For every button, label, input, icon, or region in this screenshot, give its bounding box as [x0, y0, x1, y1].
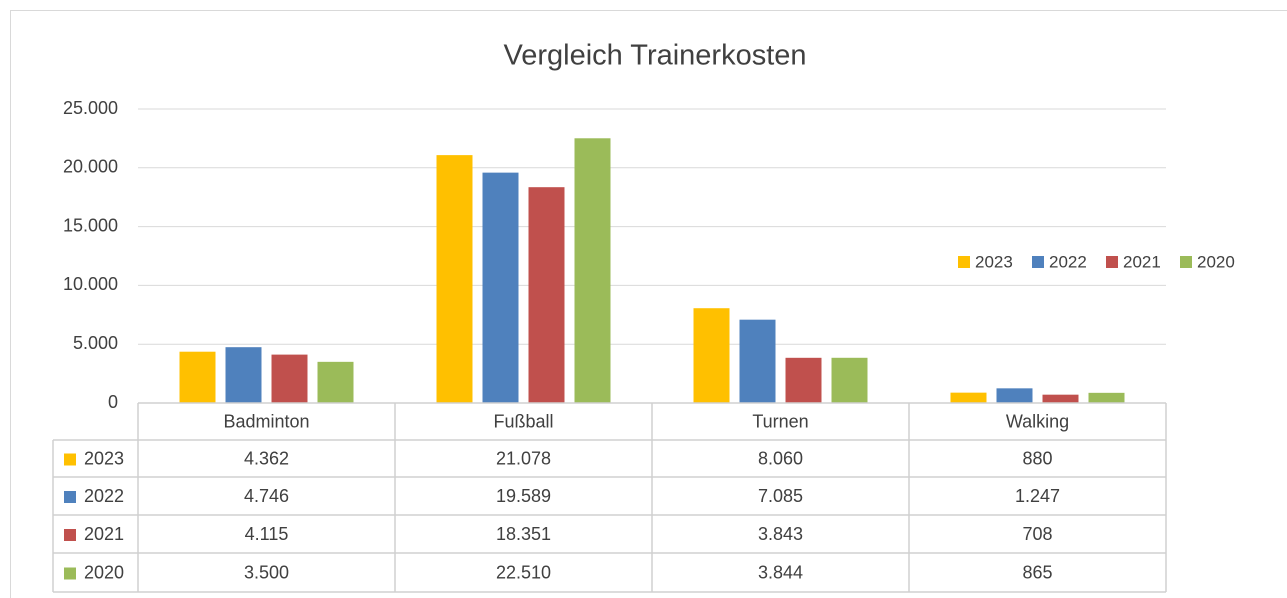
legend-key	[958, 256, 970, 268]
table-cell: 21.078	[496, 448, 551, 468]
bar	[831, 357, 868, 403]
x-tick-label: Fußball	[493, 411, 553, 431]
bar	[482, 172, 519, 403]
table-legend-key	[64, 453, 76, 466]
bar	[317, 361, 354, 403]
bar	[785, 357, 822, 403]
table-legend-key	[64, 529, 76, 541]
legend-label: 2021	[1123, 252, 1161, 271]
bar	[996, 388, 1033, 403]
table-row-label: 2020	[84, 562, 124, 582]
table-cell: 4.362	[244, 448, 289, 468]
bar	[1042, 394, 1079, 403]
bar	[271, 354, 308, 403]
table-cell: 3.843	[758, 524, 803, 544]
legend-label: 2020	[1197, 252, 1235, 271]
table-legend-key	[64, 491, 76, 503]
y-tick-label: 5.000	[73, 333, 118, 353]
bar	[574, 138, 611, 403]
x-tick-label: Badminton	[223, 411, 309, 431]
table-cell: 19.589	[496, 486, 551, 506]
table-cell: 22.510	[496, 562, 551, 582]
x-tick-label: Walking	[1006, 411, 1069, 431]
bar	[950, 392, 987, 403]
table-cell: 708	[1022, 524, 1052, 544]
table-cell: 4.115	[245, 524, 289, 544]
bar	[693, 308, 730, 403]
table-row-label: 2021	[84, 524, 124, 544]
table-cell: 1.247	[1015, 486, 1060, 506]
y-tick-label: 15.000	[63, 215, 118, 235]
table-legend-key	[64, 567, 76, 580]
table-cell: 3.844	[758, 562, 803, 582]
bar	[1088, 392, 1125, 403]
bar	[739, 319, 776, 403]
y-tick-label: 0	[108, 392, 118, 412]
bar	[528, 187, 565, 403]
table-cell: 7.085	[758, 486, 803, 506]
legend-label: 2022	[1049, 252, 1087, 271]
legend-label: 2023	[975, 252, 1013, 271]
bar	[225, 347, 262, 403]
legend-key	[1180, 256, 1192, 268]
table-cell: 880	[1022, 448, 1052, 468]
table-cell: 3.500	[244, 562, 289, 582]
bar	[436, 155, 473, 403]
table-cell: 18.351	[496, 524, 551, 544]
bar	[179, 351, 216, 403]
y-tick-label: 10.000	[63, 274, 118, 294]
legend-key	[1032, 256, 1044, 268]
legend-key	[1106, 256, 1118, 268]
table-cell: 4.746	[244, 486, 289, 506]
y-tick-label: 20.000	[63, 157, 118, 177]
table-cell: 8.060	[758, 448, 803, 468]
x-tick-label: Turnen	[752, 411, 808, 431]
chart-border	[10, 10, 1287, 598]
table-row-label: 2023	[84, 448, 124, 468]
table-cell: 865	[1022, 562, 1052, 582]
y-tick-label: 25.000	[63, 98, 118, 118]
chart-title: Vergleich Trainerkosten	[503, 40, 806, 72]
table-row-label: 2022	[84, 486, 124, 506]
